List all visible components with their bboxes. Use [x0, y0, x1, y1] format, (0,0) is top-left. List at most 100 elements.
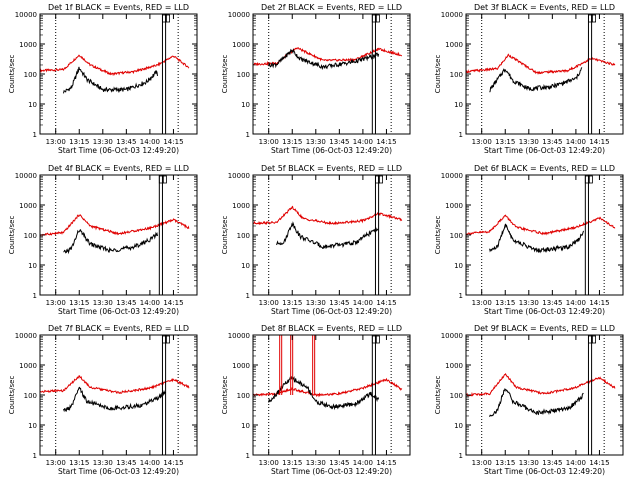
x-tick-label: 13:00 — [259, 299, 279, 307]
y-tick-label: 1 — [33, 131, 37, 139]
panel-title: Det 3f BLACK = Events, RED = LLD — [474, 3, 615, 12]
x-tick-label: 13:00 — [46, 138, 66, 146]
flag-marker — [371, 14, 377, 23]
y-tick-label: 10 — [241, 422, 250, 430]
panel-title: Det 4f BLACK = Events, RED = LLD — [48, 164, 189, 173]
y-tick-label: 10 — [241, 101, 250, 109]
y-axis-label: Counts/sec — [434, 376, 442, 415]
y-tick-label: 10000 — [15, 172, 37, 180]
events-series — [489, 388, 584, 417]
lld-series — [252, 205, 403, 226]
plot-frame — [39, 334, 198, 456]
lld-series — [465, 214, 616, 236]
panel-det-5f: Det 5f BLACK = Events, RED = LLD 1 10 100 10… — [221, 164, 411, 316]
x-tick-label: 14:15 — [589, 138, 609, 146]
x-tick-label: 13:15 — [69, 299, 89, 307]
x-tick-label: 13:15 — [69, 459, 89, 467]
x-tick-label: 13:00 — [472, 459, 492, 467]
plot-frame — [252, 174, 411, 296]
lld-series — [252, 47, 402, 67]
x-tick-label: 14:00 — [566, 138, 586, 146]
panel-det-6f: Det 6f BLACK = Events, RED = LLD 1 10 100 10… — [434, 164, 624, 316]
x-tick-label: 13:15 — [282, 138, 302, 146]
x-axis-label: Start Time (06-Oct-03 12:49:20) — [271, 467, 392, 476]
x-tick-label: 13:15 — [495, 138, 515, 146]
x-tick-label: 13:30 — [519, 138, 539, 146]
flag-marker — [158, 175, 164, 184]
x-tick-label: 13:45 — [542, 299, 562, 307]
x-tick-label: 13:45 — [542, 138, 562, 146]
y-tick-label: 1 — [459, 292, 463, 300]
x-tick-label: 13:00 — [259, 459, 279, 467]
plot-frame — [39, 174, 198, 296]
panel-det-2f: Det 2f BLACK = Events, RED = LLD 1 10 100 10… — [221, 3, 411, 155]
flag-marker — [162, 335, 167, 344]
flag-marker — [162, 175, 167, 184]
flag-marker — [165, 14, 171, 23]
x-tick-label: 13:45 — [329, 138, 349, 146]
y-tick-label: 100 — [450, 71, 463, 79]
y-tick-label: 1000 — [232, 41, 250, 49]
x-tick-label: 14:15 — [589, 459, 609, 467]
x-tick-label: 14:15 — [376, 299, 396, 307]
panel-det-7f: Det 7f BLACK = Events, RED = LLD 1 10 100 10… — [8, 324, 198, 476]
x-tick-label: 14:00 — [140, 138, 160, 146]
y-tick-label: 1 — [459, 131, 463, 139]
events-series — [489, 67, 583, 93]
x-tick-label: 13:30 — [519, 459, 539, 467]
x-tick-label: 14:15 — [589, 299, 609, 307]
flag-marker — [375, 335, 380, 344]
x-tick-label: 13:45 — [116, 138, 136, 146]
y-tick-label: 10000 — [228, 11, 250, 19]
y-tick-label: 1 — [246, 292, 250, 300]
flag-marker — [165, 335, 171, 344]
y-tick-label: 10000 — [441, 11, 463, 19]
events-series — [63, 66, 158, 94]
flag-marker — [588, 335, 593, 344]
y-tick-label: 10000 — [441, 172, 463, 180]
panel-title: Det 6f BLACK = Events, RED = LLD — [474, 164, 615, 173]
x-tick-label: 14:15 — [163, 138, 183, 146]
x-axis-label: Start Time (06-Oct-03 12:49:20) — [484, 307, 605, 316]
panel-det-3f: Det 3f BLACK = Events, RED = LLD 1 10 100 10… — [434, 3, 624, 155]
x-tick-label: 13:00 — [472, 299, 492, 307]
y-tick-label: 100 — [450, 392, 463, 400]
y-tick-label: 100 — [237, 232, 250, 240]
y-tick-label: 1 — [246, 131, 250, 139]
flag-marker — [591, 14, 596, 23]
y-tick-label: 10000 — [15, 332, 37, 340]
panel-title: Det 8f BLACK = Events, RED = LLD — [261, 324, 402, 333]
flag-marker — [162, 14, 167, 23]
y-tick-label: 100 — [24, 392, 37, 400]
flag-marker — [375, 14, 380, 23]
y-tick-label: 10 — [454, 101, 463, 109]
y-tick-label: 1000 — [232, 362, 250, 370]
flag-marker — [588, 175, 593, 184]
x-tick-label: 13:15 — [282, 299, 302, 307]
events-series — [276, 221, 379, 249]
x-tick-label: 13:30 — [93, 459, 113, 467]
panel-det-4f: Det 4f BLACK = Events, RED = LLD 1 10 100 10… — [8, 164, 198, 316]
x-tick-label: 13:30 — [306, 299, 326, 307]
x-tick-label: 14:15 — [376, 459, 396, 467]
lld-series — [39, 375, 190, 394]
x-tick-label: 13:30 — [93, 138, 113, 146]
plot-frame — [465, 13, 624, 135]
flag-marker — [378, 175, 384, 184]
y-tick-label: 10000 — [441, 332, 463, 340]
y-tick-label: 100 — [450, 232, 463, 240]
x-tick-label: 13:15 — [69, 138, 89, 146]
y-tick-label: 10000 — [228, 172, 250, 180]
flag-marker — [375, 175, 380, 184]
y-tick-label: 10 — [28, 262, 37, 270]
x-axis-label: Start Time (06-Oct-03 12:49:20) — [58, 146, 179, 155]
y-tick-label: 100 — [24, 232, 37, 240]
y-tick-label: 1000 — [19, 41, 37, 49]
y-tick-label: 10 — [28, 101, 37, 109]
y-axis-label: Counts/sec — [8, 216, 16, 255]
y-tick-label: 1 — [246, 452, 250, 460]
y-axis-label: Counts/sec — [221, 376, 229, 415]
events-series — [268, 48, 380, 71]
panel-det-8f: Det 8f BLACK = Events, RED = LLD 1 10 100 10… — [221, 324, 411, 476]
y-axis-label: Counts/sec — [434, 55, 442, 94]
